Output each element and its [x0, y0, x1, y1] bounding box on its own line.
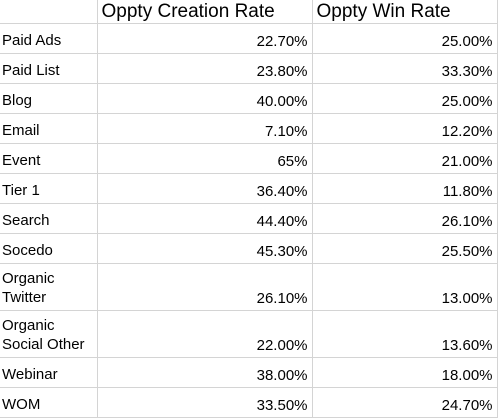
creation-rate-cell[interactable]: 22.70% [97, 23, 313, 54]
header-cell-label[interactable] [0, 0, 98, 24]
win-rate-cell[interactable]: 33.30% [312, 53, 498, 84]
win-rate-cell[interactable]: 12.20% [312, 113, 498, 144]
win-rate-cell[interactable]: 21.00% [312, 143, 498, 174]
win-rate-cell[interactable]: 11.80% [312, 173, 498, 204]
header-cell-win-rate[interactable]: Oppty Win Rate [312, 0, 498, 24]
table-row: Paid Ads 22.70% 25.00% [0, 23, 498, 54]
creation-rate-cell[interactable]: 45.30% [97, 233, 313, 264]
creation-rate-cell[interactable]: 38.00% [97, 357, 313, 388]
header-row: Oppty Creation Rate Oppty Win Rate [0, 0, 498, 24]
table-row: Organic Twitter 26.10% 13.00% [0, 263, 498, 311]
win-rate-cell[interactable]: 25.00% [312, 23, 498, 54]
row-label-cell[interactable]: Organic Social Other [0, 310, 98, 358]
table-row: Event 65% 21.00% [0, 143, 498, 174]
row-label-cell[interactable]: Event [0, 143, 98, 174]
win-rate-cell[interactable]: 25.00% [312, 83, 498, 114]
row-label-cell[interactable]: Webinar [0, 357, 98, 388]
row-label-cell[interactable]: Socedo [0, 233, 98, 264]
table-row: Socedo 45.30% 25.50% [0, 233, 498, 264]
table-row: WOM 33.50% 24.70% [0, 387, 498, 418]
win-rate-cell[interactable]: 13.00% [312, 263, 498, 311]
creation-rate-cell[interactable]: 23.80% [97, 53, 313, 84]
creation-rate-cell[interactable]: 33.50% [97, 387, 313, 418]
row-label-cell[interactable]: Blog [0, 83, 98, 114]
creation-rate-cell[interactable]: 26.10% [97, 263, 313, 311]
table-row: Blog 40.00% 25.00% [0, 83, 498, 114]
row-label-cell[interactable]: Organic Twitter [0, 263, 98, 311]
header-cell-creation-rate[interactable]: Oppty Creation Rate [97, 0, 313, 24]
table-row: Tier 1 36.40% 11.80% [0, 173, 498, 204]
table-row: Organic Social Other 22.00% 13.60% [0, 310, 498, 358]
row-label-cell[interactable]: Tier 1 [0, 173, 98, 204]
table-row: Paid List 23.80% 33.30% [0, 53, 498, 84]
creation-rate-cell[interactable]: 65% [97, 143, 313, 174]
win-rate-cell[interactable]: 25.50% [312, 233, 498, 264]
creation-rate-cell[interactable]: 40.00% [97, 83, 313, 114]
row-label-cell[interactable]: WOM [0, 387, 98, 418]
creation-rate-cell[interactable]: 36.40% [97, 173, 313, 204]
table-row: Webinar 38.00% 18.00% [0, 357, 498, 388]
row-label-cell[interactable]: Paid Ads [0, 23, 98, 54]
win-rate-cell[interactable]: 26.10% [312, 203, 498, 234]
row-label-cell[interactable]: Paid List [0, 53, 98, 84]
creation-rate-cell[interactable]: 22.00% [97, 310, 313, 358]
creation-rate-cell[interactable]: 7.10% [97, 113, 313, 144]
creation-rate-cell[interactable]: 44.40% [97, 203, 313, 234]
row-label-cell[interactable]: Search [0, 203, 98, 234]
table-row: Email 7.10% 12.20% [0, 113, 498, 144]
table-row: Search 44.40% 26.10% [0, 203, 498, 234]
win-rate-cell[interactable]: 24.70% [312, 387, 498, 418]
row-label-cell[interactable]: Email [0, 113, 98, 144]
win-rate-cell[interactable]: 13.60% [312, 310, 498, 358]
win-rate-cell[interactable]: 18.00% [312, 357, 498, 388]
